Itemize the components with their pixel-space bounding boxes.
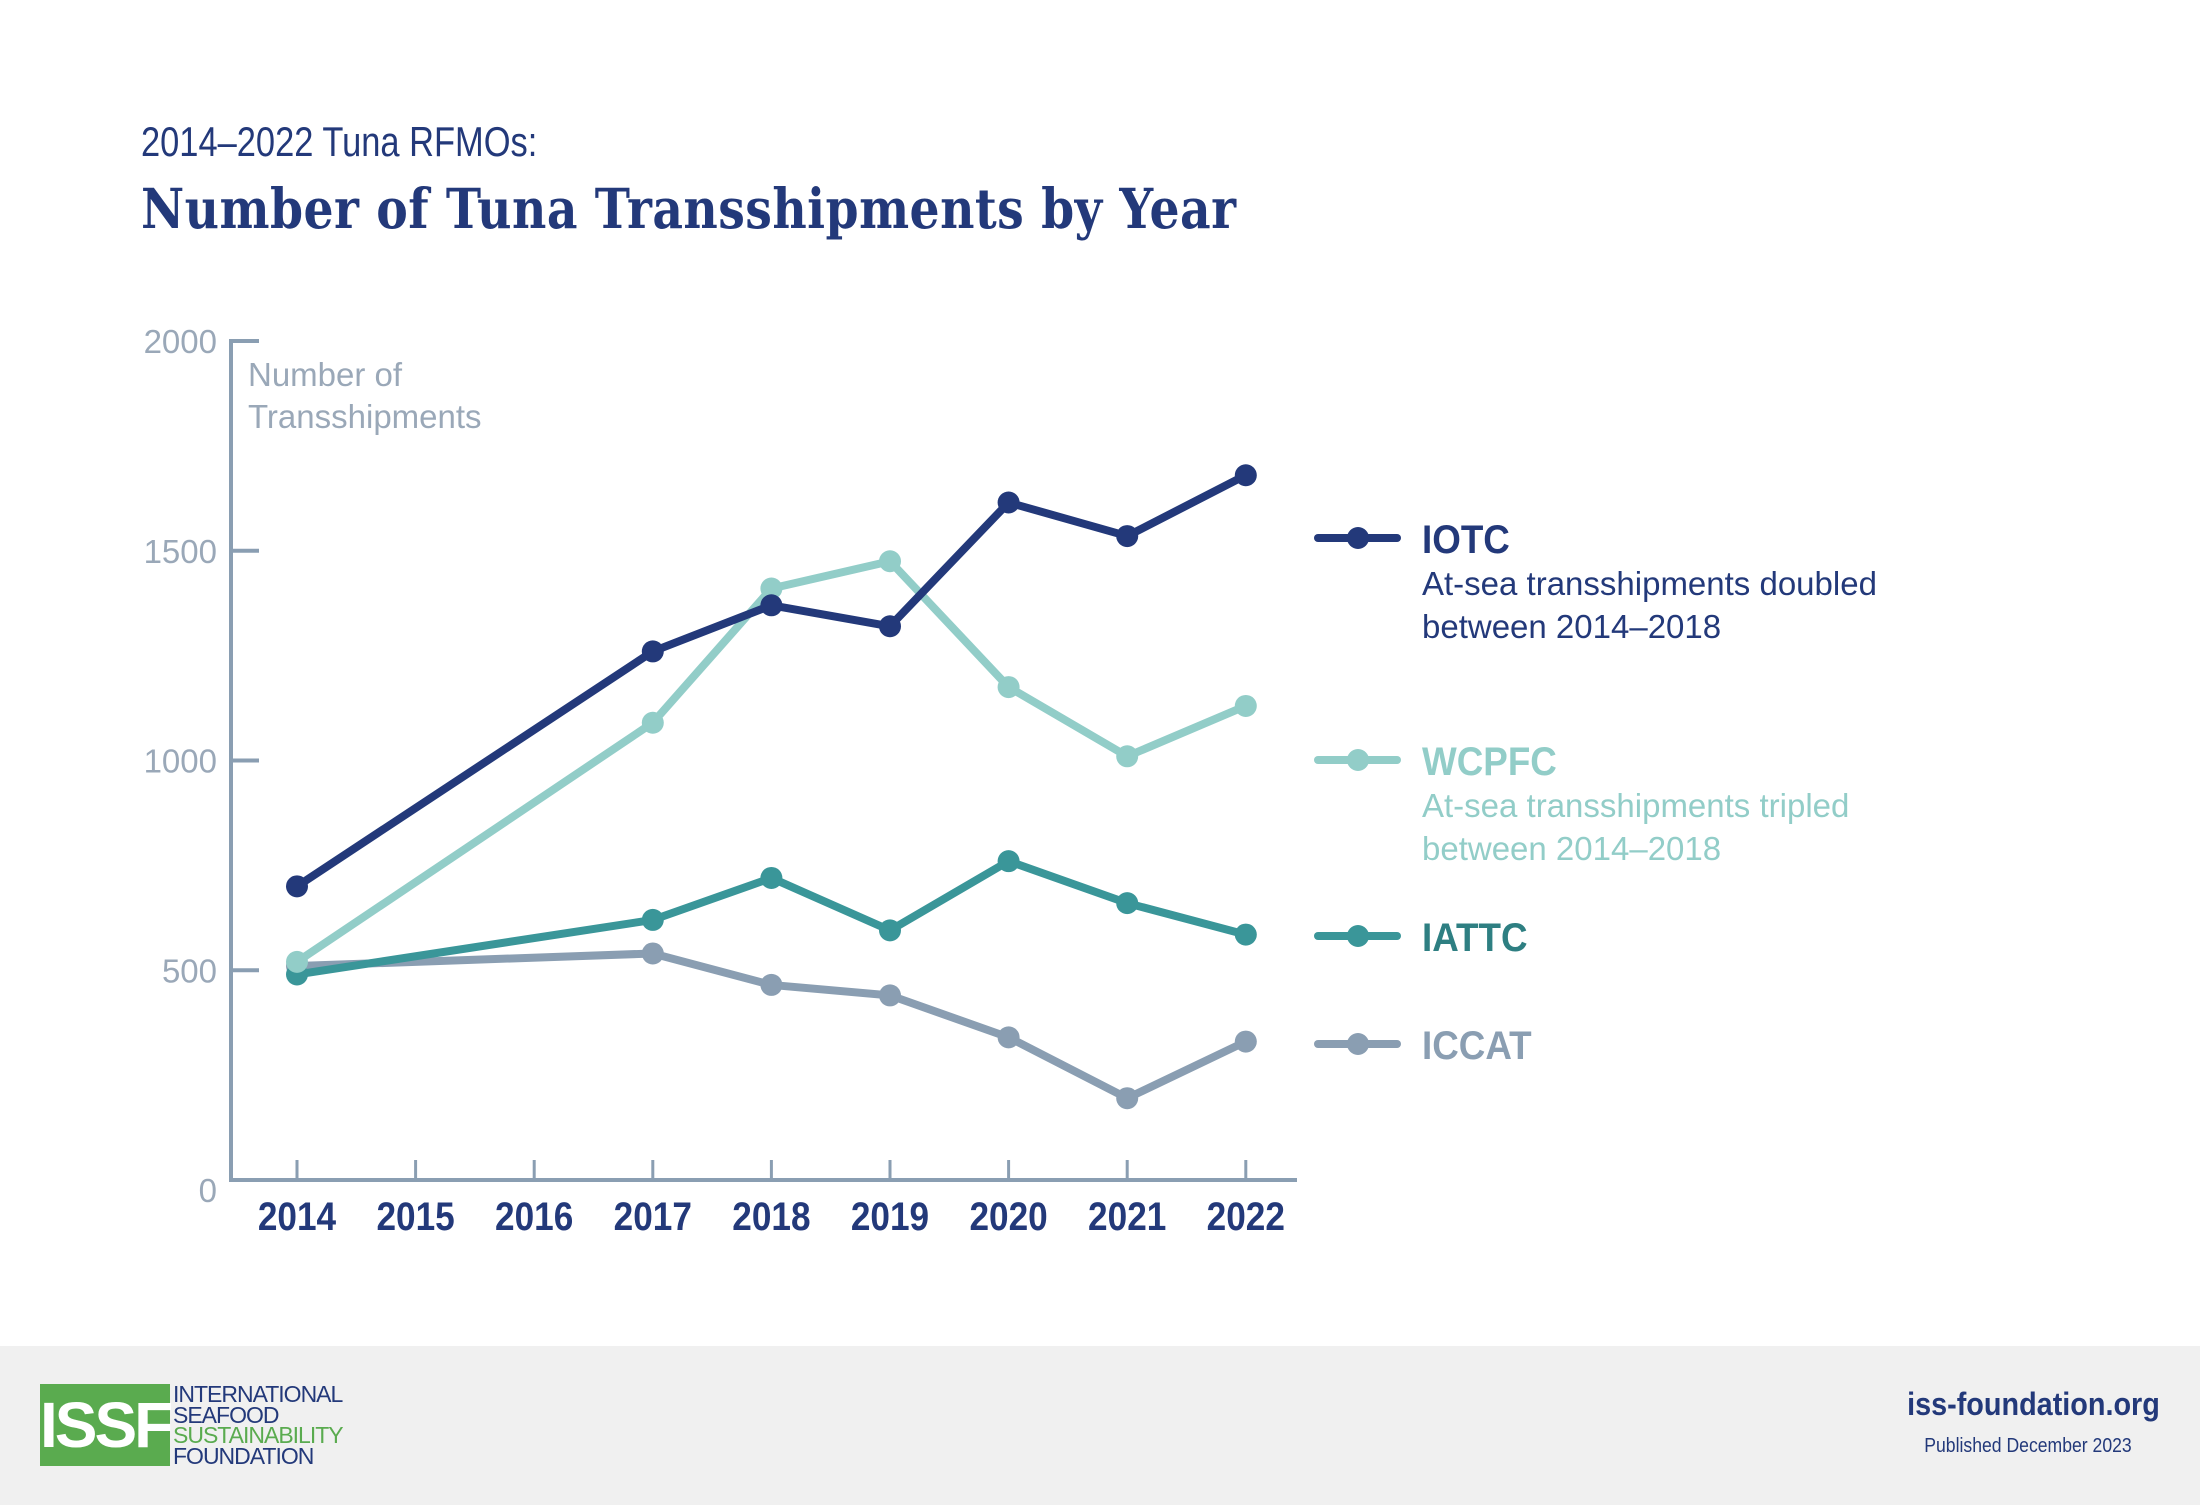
- legend-swatch-dot: [1347, 527, 1369, 549]
- data-point-wcpfc-2017: [641, 711, 664, 734]
- x-tick-label: 2020: [969, 1194, 1047, 1239]
- legend-note: between 2014–2018: [1422, 830, 1721, 867]
- data-point-iattc-2017: [641, 908, 664, 931]
- y-axis-title: Number of: [248, 356, 403, 393]
- data-point-iotc-2019: [879, 615, 901, 638]
- series-iattc: [286, 850, 1257, 986]
- y-tick-label: 0: [199, 1172, 217, 1209]
- data-point-iotc-2022: [1234, 464, 1257, 487]
- logo-line-sustainability: SUSTAINABILITY: [173, 1422, 344, 1448]
- data-point-wcpfc-2019: [879, 550, 901, 573]
- footer: ISSF INTERNATIONAL SEAFOOD SUSTAINABILIT…: [0, 1346, 2200, 1505]
- legend-label: WCPFC: [1422, 740, 1557, 785]
- series-line-wcpfc: [293, 557, 1250, 966]
- data-point-iotc-2021: [1116, 525, 1139, 548]
- data-point-wcpfc-2020: [997, 676, 1020, 699]
- legend-note: At-sea transshipments doubled: [1422, 565, 1877, 602]
- chart-subtitle: 2014–2022 Tuna RFMOs:: [141, 118, 538, 165]
- series-layer: [286, 464, 1257, 1110]
- data-point-wcpfc-2018: [760, 577, 783, 600]
- chart-title: Number of Tuna Transshipments by Year: [141, 176, 1237, 241]
- legend-label: IATTC: [1422, 916, 1528, 961]
- data-point-wcpfc-2022: [1234, 694, 1257, 717]
- published-date: Published December 2023: [1924, 1435, 2132, 1457]
- issf-logo-mark: ISSF: [40, 1384, 173, 1466]
- data-point-iccat-2019: [879, 984, 901, 1007]
- x-tick-label: 2016: [495, 1194, 573, 1239]
- y-tick-label: 2000: [144, 323, 217, 360]
- y-axis-title: Transshipments: [248, 398, 482, 435]
- website-link[interactable]: iss-foundation.org: [1907, 1386, 2160, 1422]
- data-point-iattc-2020: [997, 850, 1020, 873]
- data-point-iattc-2021: [1116, 892, 1139, 915]
- legend-swatch-dot: [1347, 1033, 1369, 1055]
- x-tick-label: 2022: [1207, 1194, 1285, 1239]
- data-point-iotc-2018: [760, 594, 783, 617]
- series-iccat: [286, 942, 1257, 1110]
- legend-swatch-dot: [1347, 925, 1369, 947]
- legend-note: between 2014–2018: [1422, 608, 1721, 645]
- x-tick-label: 2021: [1088, 1194, 1166, 1239]
- legend-item-iattc: IATTC: [1314, 916, 1528, 961]
- data-point-iccat-2018: [760, 973, 783, 996]
- data-point-iattc-2018: [760, 866, 783, 889]
- data-point-iotc-2017: [641, 640, 664, 663]
- series-iotc: [286, 464, 1257, 898]
- logo-line-foundation: FOUNDATION: [173, 1442, 314, 1469]
- x-tick-label: 2019: [851, 1194, 929, 1239]
- y-tick-label: 1500: [144, 533, 217, 570]
- chart-axes: 0 500 1000 1500 2000 Number of Transshipments 2…: [144, 323, 1297, 1238]
- logo-line-seafood: SEAFOOD: [173, 1401, 279, 1428]
- series-line-iotc: [293, 471, 1250, 891]
- line-chart: 0 500 1000 1500 2000 Number of Transshipments 2…: [144, 323, 1877, 1238]
- x-tick-label: 2015: [376, 1194, 454, 1239]
- data-point-iattc-2022: [1234, 923, 1257, 946]
- legend-item-iccat: ICCAT: [1314, 1024, 1532, 1069]
- data-point-wcpfc-2014: [286, 950, 308, 973]
- y-tick-label: 500: [162, 952, 217, 989]
- x-tick-label: 2018: [732, 1194, 810, 1239]
- y-tick-label: 1000: [144, 743, 217, 780]
- data-point-iccat-2017: [641, 942, 664, 965]
- series-wcpfc: [286, 550, 1257, 973]
- data-point-wcpfc-2021: [1116, 745, 1139, 768]
- x-tick-label: 2017: [614, 1194, 692, 1239]
- data-point-iotc-2020: [997, 491, 1020, 514]
- logo-line-international: INTERNATIONAL: [173, 1381, 343, 1407]
- legend-note: At-sea transshipments tripled: [1422, 787, 1849, 824]
- data-point-iccat-2022: [1234, 1030, 1257, 1053]
- x-tick-label: 2014: [258, 1194, 336, 1239]
- data-point-iotc-2014: [286, 875, 308, 898]
- legend-label: IOTC: [1422, 518, 1510, 563]
- legend-swatch-dot: [1347, 749, 1369, 771]
- data-point-iccat-2021: [1116, 1087, 1139, 1110]
- issf-logo-text: INTERNATIONAL SEAFOOD SUSTAINABILITY FOU…: [173, 1381, 344, 1469]
- data-point-iccat-2020: [997, 1026, 1020, 1049]
- data-point-iattc-2019: [879, 919, 901, 942]
- legend-label: ICCAT: [1422, 1024, 1532, 1069]
